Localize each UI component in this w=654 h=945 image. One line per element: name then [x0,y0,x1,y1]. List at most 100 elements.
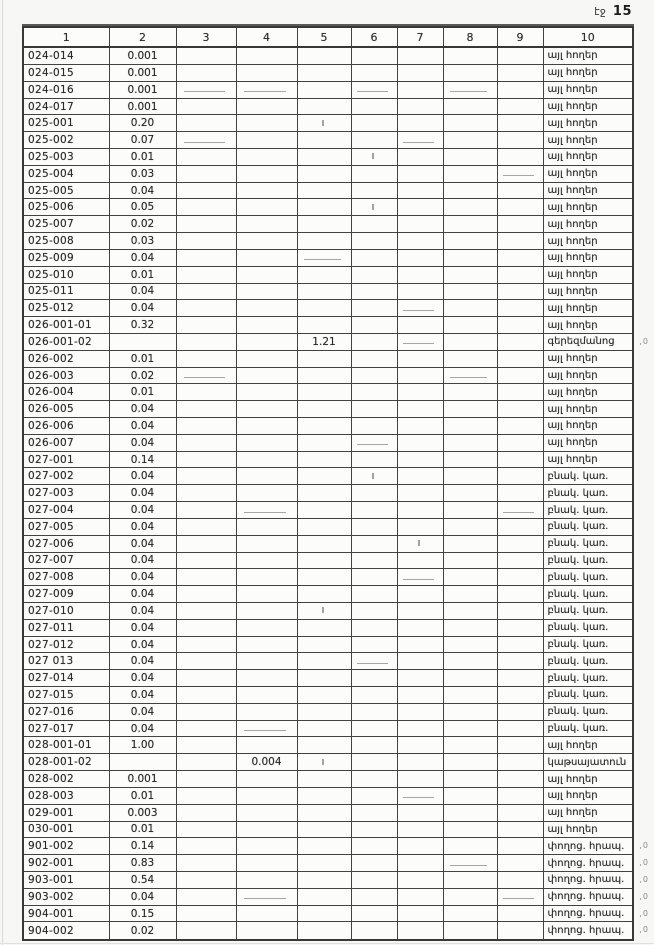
cell [175,803,237,822]
cell [442,770,498,788]
table-row: 027-011 0.04 բնակ. կառ. [22,618,634,637]
cell [350,635,398,654]
cell [175,332,237,351]
table-row: 904-001 0.15 փողոց. հրապ. ,0 [22,904,648,923]
cell: այլ հողեր [542,417,634,435]
cell: 025-007 [22,215,110,234]
cell [442,198,498,217]
cell [296,232,352,250]
cell [235,248,298,267]
margin-mark: ,0 [639,336,649,346]
cell [235,618,298,637]
cell: փողոց. հրապ. ,0 [542,887,648,906]
cell [496,534,544,553]
cell [235,383,298,402]
cell: բնակ. կառ. [542,618,634,637]
cell: 027-012 [22,635,110,654]
cell [496,551,544,570]
cell [175,417,237,435]
table-row: 028-003 0.01 այլ հողեր [22,786,634,805]
cell [296,803,352,822]
cell [442,215,498,234]
cell: 027-017 [22,719,110,738]
cell [442,164,498,183]
cell [442,433,498,452]
cell [442,702,498,721]
cell [175,652,237,671]
cell [350,618,398,637]
table-row: 025-001 0.20 այլ հողեր [22,114,634,133]
cell [396,568,444,587]
cell [175,400,237,419]
cell: 026-002 [22,349,110,368]
cell: 0.04 [108,887,177,906]
cell [396,887,444,906]
cell: 0.01 [108,786,177,805]
table-row: 025-003 0.01 այլ հողեր [22,148,634,166]
cell [496,433,544,452]
cell: 0.01 [108,265,177,284]
cell: բնակ. կառ. [542,484,634,503]
table-row: 027-005 0.04 բնակ. կառ. [22,517,634,536]
cell [175,517,237,536]
cell [442,248,498,267]
cell: 027-010 [22,601,110,620]
cell: 0.05 [108,198,177,217]
cell: 027-006 [22,534,110,553]
cell [235,820,298,839]
table-row: 025-002 0.07 այլ հողեր [22,131,634,150]
cell [396,97,444,116]
cell [442,854,498,872]
cell [396,786,444,805]
cell [442,870,498,889]
cell [496,501,544,519]
cell [396,131,444,150]
cell [442,265,498,284]
cell: 026-001-01 [22,316,110,334]
cell: բնակ. կառ. [542,719,634,738]
scan-edge [2,0,3,945]
cell [496,618,544,637]
cell [496,736,544,755]
cell [496,349,544,368]
cell: 0.04 [108,484,177,503]
cell [396,148,444,166]
table-row: 025-009 0.04 այլ հողեր [22,248,634,267]
cell [296,585,352,603]
table-row: 901-002 0.14 փողոց. հրապ. ,0 [22,837,648,856]
cell: 027-001 [22,450,110,469]
cell [442,131,498,150]
cell: 025-009 [22,248,110,267]
margin-mark: ,0 [639,925,649,935]
cell [396,114,444,133]
cell [296,921,352,941]
table-row: 027-009 0.04 բնակ. կառ. [22,585,634,603]
cell: 0.04 [108,686,177,704]
cell: 0.03 [108,164,177,183]
cell [396,215,444,234]
cell [175,484,237,503]
table-row: 026-002 0.01 այլ հողեր [22,349,634,368]
cell [235,181,298,200]
table-row: 024-016 0.001 այլ հողեր [22,80,634,99]
cell [350,316,398,334]
table-row: 027-010 0.04 բնակ. կառ. [22,601,634,620]
cell [350,854,398,872]
cell [175,433,237,452]
cell: 027-003 [22,484,110,503]
cell [175,887,237,906]
table-row: 902-001 0.83 փողոց. հրապ. ,0 [22,854,648,872]
cell: բնակ. կառ. [542,517,634,536]
cell [442,585,498,603]
cell: 030-001 [22,820,110,839]
column-header-6: 6 [350,26,398,48]
cell [235,299,298,318]
cell [496,46,544,65]
table-row: 024-014 0.001 այլ հողեր [22,46,634,65]
cell: 026-004 [22,383,110,402]
cell [396,433,444,452]
cell: 0.01 [108,349,177,368]
table-row: 029-001 0.003 այլ հողեր [22,803,634,822]
cell: այլ հողեր [542,299,634,318]
cell [235,215,298,234]
